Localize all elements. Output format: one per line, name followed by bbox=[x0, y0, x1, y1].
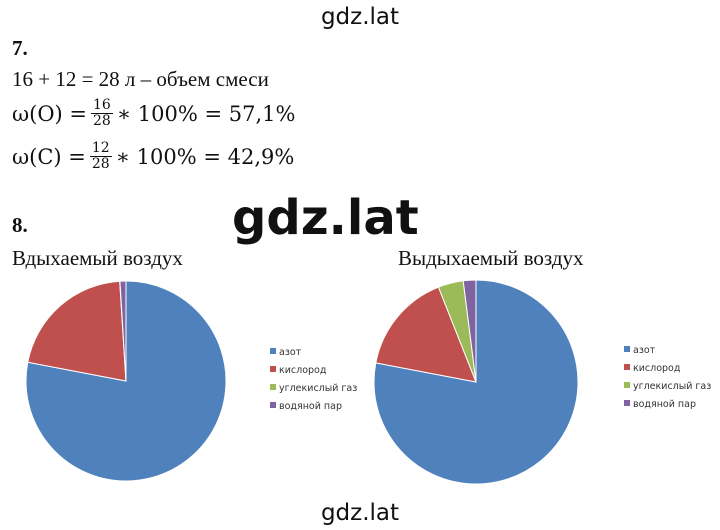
chart-2-title: Выдыхаемый воздух bbox=[398, 246, 584, 270]
formula-oxygen: ω(O) = 16 28 ∗ 100% = 57,1% bbox=[12, 98, 295, 129]
formula-oxygen-lhs: ω(O) = bbox=[12, 101, 87, 126]
watermark-center: gdz.lat bbox=[232, 190, 419, 246]
formula-oxygen-fraction: 16 28 bbox=[91, 98, 113, 129]
chart-2-legend-label-3: углекислый газ bbox=[633, 381, 711, 392]
chart-1-slice-4 bbox=[119, 280, 127, 382]
chart-1-slice-2 bbox=[27, 280, 127, 382]
chart-1-legend-swatch-2 bbox=[270, 366, 276, 372]
chart-2-slice-4 bbox=[462, 279, 477, 383]
chart-2-legend-swatch-1 bbox=[624, 346, 630, 352]
chart-2-legend-label-2: кислород bbox=[633, 363, 681, 374]
chart-2-legend-swatch-2 bbox=[624, 364, 630, 370]
watermark-top: gdz.lat bbox=[320, 4, 400, 30]
chart-1-legend-label-3: углекислый газ bbox=[279, 383, 357, 394]
formula-carbon-fraction: 12 28 bbox=[89, 140, 112, 172]
formula-oxygen-denominator: 28 bbox=[93, 113, 111, 129]
formula-oxygen-rhs: ∗ 100% = 57,1% bbox=[116, 101, 296, 126]
chart-1-title: Вдыхаемый воздух bbox=[12, 246, 183, 270]
formula-carbon-numerator: 12 bbox=[89, 140, 112, 157]
chart-1-legend-label-1: азот bbox=[279, 347, 302, 358]
chart-2-legend-swatch-4 bbox=[624, 400, 630, 406]
task-7-line-1: 16 + 12 = 28 л – объем смеси bbox=[12, 67, 269, 91]
chart-1-legend-swatch-3 bbox=[270, 384, 276, 390]
chart-1-legend-swatch-4 bbox=[270, 402, 276, 408]
formula-carbon-denominator: 28 bbox=[91, 156, 110, 172]
chart-2-legend-swatch-3 bbox=[624, 382, 630, 388]
watermark-bottom: gdz.lat bbox=[320, 500, 400, 526]
chart-2-legend-label-1: азот bbox=[633, 345, 656, 356]
chart-1-legend-label-2: кислород bbox=[279, 365, 327, 376]
formula-oxygen-numerator: 16 bbox=[91, 97, 113, 114]
chart-1-legend-swatch-1 bbox=[270, 348, 276, 354]
chart-2-legend-label-4: водяной пар bbox=[633, 399, 696, 410]
task-8-number: 8. bbox=[12, 213, 28, 237]
formula-carbon-rhs: ∗ 100% = 42,9% bbox=[115, 144, 295, 169]
task-7-number: 7. bbox=[12, 36, 28, 60]
chart-2-slice-2 bbox=[375, 286, 477, 383]
chart-1-legend-label-4: водяной пар bbox=[279, 401, 342, 412]
formula-carbon: ω(C) = 12 28 ∗ 100% = 42,9% bbox=[12, 141, 294, 172]
formula-carbon-lhs: ω(C) = bbox=[12, 144, 86, 169]
